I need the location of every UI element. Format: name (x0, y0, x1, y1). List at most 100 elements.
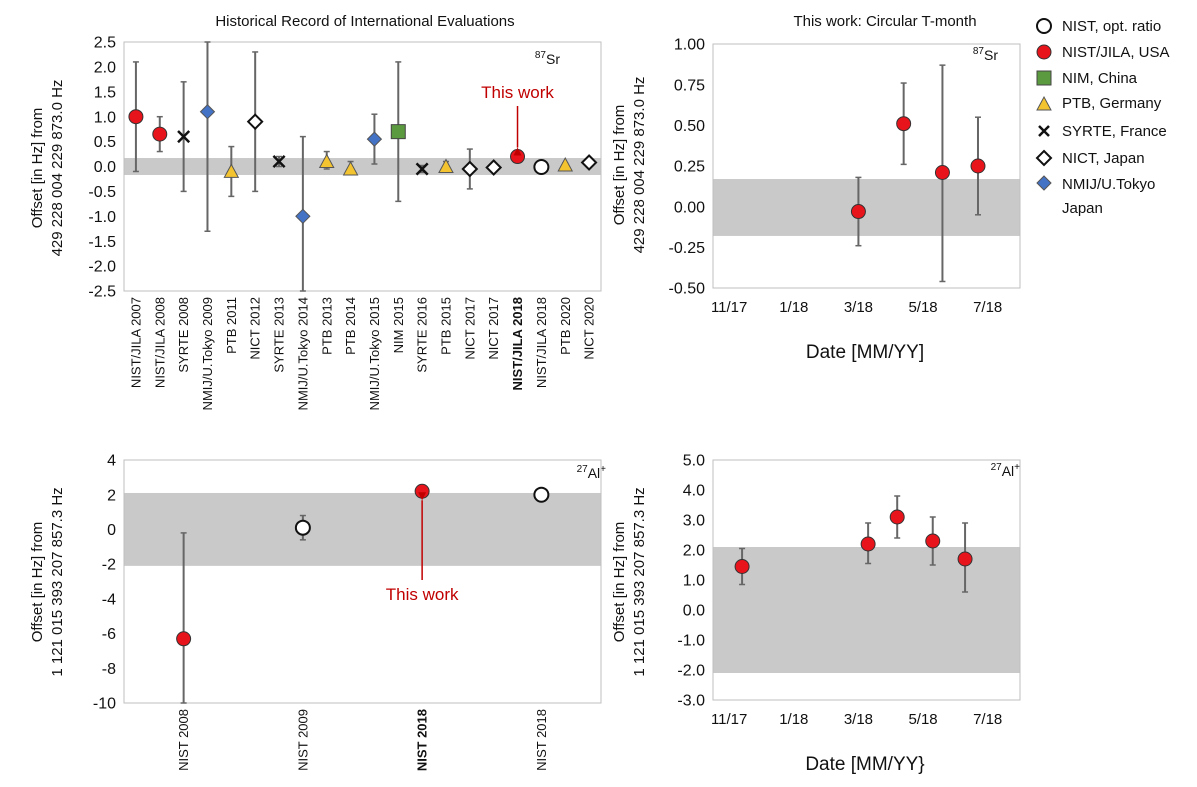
data-point-circle (128, 109, 144, 125)
y-tick-label: 0.00 (674, 199, 705, 216)
data-point-cross (272, 155, 286, 169)
legend-label-line2: Japan (1062, 200, 1103, 217)
y-tick-label: 0.50 (674, 118, 705, 135)
data-point (580, 154, 598, 171)
x-tick-label: 11/17 (711, 711, 747, 728)
y-tick-label: 2 (107, 487, 116, 504)
x-category-label: NMIJ/U.Tokyo 2014 (295, 297, 310, 410)
x-tick-label: 1/18 (779, 711, 808, 728)
y-tick-label: -1.5 (88, 234, 116, 251)
data-point-square (390, 124, 406, 140)
y-tick-label: -2.5 (88, 284, 116, 301)
x-category-label: NIST/JILA 2007 (128, 297, 143, 388)
uncertainty-band (124, 158, 601, 175)
uncertainty-band (713, 179, 1020, 236)
legend-marker-triangle-yellow (1036, 95, 1052, 111)
data-point-diamond (295, 208, 311, 225)
uncertainty-band (124, 492, 601, 566)
chart3-ylabel-line1: Offset [in Hz] from (29, 522, 46, 643)
data-point (366, 113, 383, 165)
chart3-species-charge: + (600, 464, 606, 475)
data-point (925, 516, 941, 566)
x-category-label: SYRTE 2013 (272, 297, 287, 373)
data-point-triangle (438, 158, 454, 173)
x-tick-label: 5/18 (908, 711, 937, 728)
x-tick-label: 7/18 (973, 711, 1002, 728)
data-point-circle (850, 204, 866, 220)
legend-label: SYRTE, France (1062, 123, 1167, 140)
y-tick-label: 2.0 (683, 543, 705, 560)
data-point-circle (934, 165, 950, 181)
data-point-circle (176, 631, 192, 647)
data-point-diamond (199, 104, 216, 120)
chart1-plot: 2.5 2.0 1.5 1.0 0.5 0.0 -0.5 -1.0 -1.5 -2.0 -2.5 NI… (88, 35, 602, 410)
data-point (176, 532, 192, 704)
y-tick-label: 0.75 (674, 77, 705, 94)
chart2-ylabel: Offset [in Hz] from 429 228 004 229 873.… (611, 77, 648, 254)
chart2-ylabel-line1: Offset [in Hz] from (611, 105, 628, 226)
data-point (957, 522, 973, 593)
chart3-species-symbol: Al (588, 465, 600, 481)
chart1-title: Historical Record of International Evalu… (215, 13, 514, 30)
data-point (177, 81, 191, 193)
data-point-circle (957, 551, 973, 567)
x-category-label: NICT 2017 (486, 297, 501, 360)
data-point (485, 159, 503, 176)
x-tick-label: 11/17 (711, 299, 747, 316)
chart4-plot: 5.0 4.0 3.0 2.0 1.0 0.0 -1.0 -2.0 -3.0 11/17 1/18 3… (677, 453, 1021, 728)
x-category-label: PTB 2020 (558, 297, 573, 355)
chart2-species-symbol: Sr (984, 47, 998, 63)
data-point (128, 61, 144, 173)
legend-label: NICT, Japan (1062, 150, 1145, 167)
x-category-label: NIM 2015 (391, 297, 406, 353)
y-tick-label: -0.50 (669, 281, 706, 298)
annotation-text: This work (386, 585, 459, 604)
y-tick-label: 0.0 (94, 159, 116, 176)
data-point-triangle (223, 163, 240, 178)
y-tick-label: 3.0 (683, 513, 705, 530)
data-point (734, 547, 750, 586)
x-tick-label: 3/18 (844, 299, 873, 316)
y-tick-label: 4 (107, 453, 116, 470)
x-tick-label: 7/18 (973, 299, 1002, 316)
x-category-label: NIST 2009 (295, 709, 310, 771)
chart2-xlabel: Date [MM/YY] (806, 342, 924, 363)
x-category-label: NIST/JILA 2018 (510, 297, 525, 390)
y-tick-label: -0.25 (669, 240, 706, 257)
chart3-species-label: 27Al+ (577, 464, 607, 481)
x-category-label: SYRTE 2008 (176, 297, 191, 373)
y-tick-label: 0.25 (674, 159, 705, 176)
y-tick-label: -1.0 (677, 633, 705, 650)
y-tick-label: 4.0 (683, 483, 705, 500)
chart1-species-symbol: Sr (546, 51, 560, 67)
legend-item-ptb: PTB, Germany (1036, 95, 1162, 112)
legend-marker-diamond-blue (1036, 175, 1052, 191)
legend: NIST, opt. ratio NIST/JILA, USA NIM, Chi… (1035, 18, 1170, 217)
x-category-label: NICT 2017 (462, 297, 477, 360)
data-point (272, 155, 286, 169)
x-category-label: NMIJ/U.Tokyo 2015 (367, 297, 382, 410)
legend-item-nim: NIM, China (1036, 70, 1138, 87)
chart1-ylabel-line2: 429 228 004 229 873.0 Hz (49, 80, 66, 257)
x-category-label: NICT 2012 (248, 297, 263, 360)
chart4-ylabel-line2: 1 121 015 393 207 857.3 Hz (631, 487, 648, 676)
legend-item-nist-opt-ratio: NIST, opt. ratio (1036, 18, 1161, 35)
legend-label: NIM, China (1062, 70, 1138, 87)
chart4-species-mass: 27 (991, 462, 1003, 473)
data-point-cross (177, 130, 191, 144)
data-point-diamond (461, 160, 479, 178)
y-tick-label: -1.0 (88, 209, 116, 226)
y-tick-label: -8 (102, 661, 116, 678)
data-point-circle (294, 519, 311, 536)
data-point (557, 156, 574, 172)
legend-marker-cross (1038, 125, 1050, 137)
chart2-ylabel-line2: 429 228 004 229 873.0 Hz (631, 77, 648, 254)
chart3-ylabel-line2: 1 121 015 393 207 857.3 Hz (49, 487, 66, 676)
y-tick-label: -2.0 (677, 663, 705, 680)
data-point-circle (533, 486, 550, 503)
plot-frame (123, 459, 602, 704)
chart4-species-label: 27Al+ (991, 462, 1021, 479)
chart4-ylabel: Offset [in Hz] from 1 121 015 393 207 85… (611, 487, 648, 676)
data-point (318, 150, 335, 170)
